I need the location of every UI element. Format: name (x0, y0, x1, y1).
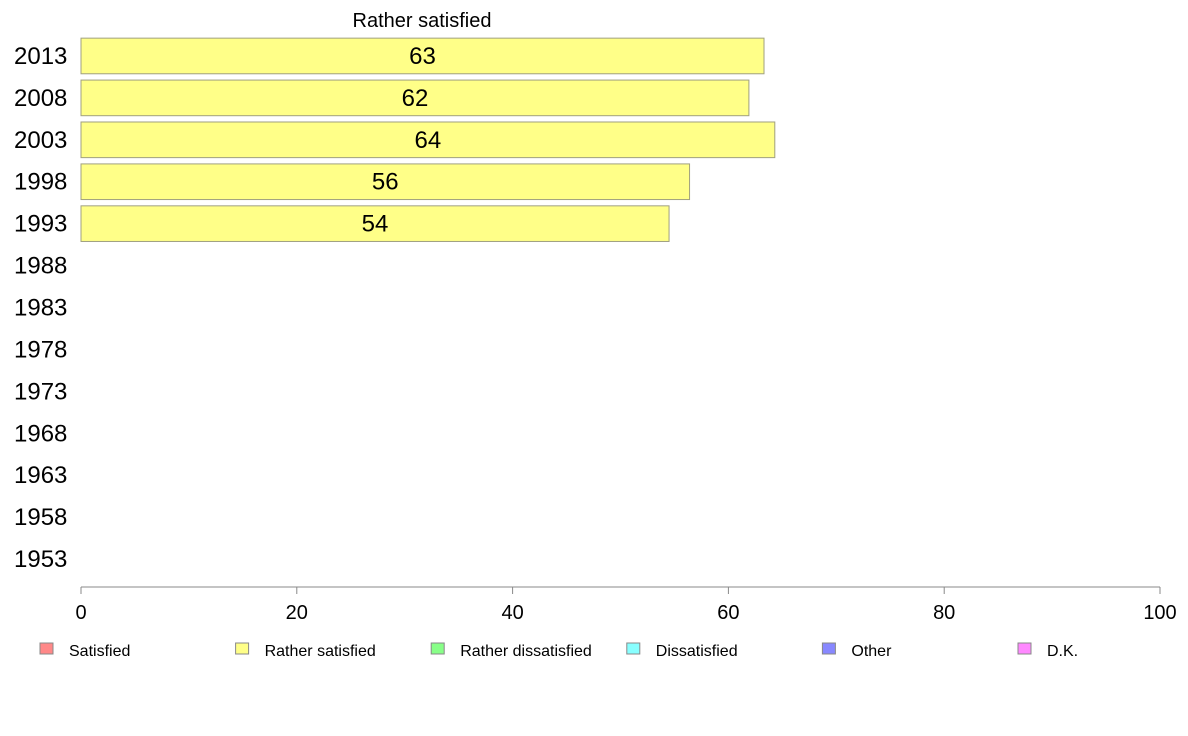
bar-1998 (80, 163, 691, 201)
category-label-1968: 1968 (14, 420, 67, 447)
data-label-2003: 64 (415, 127, 442, 154)
data-label-2008: 62 (402, 85, 429, 112)
x-tick-label-60: 60 (717, 602, 739, 624)
legend-swatch-other (821, 642, 836, 655)
legend-label-other: Other (851, 643, 892, 660)
chart-title: Rather satisfied (353, 10, 492, 32)
bar-1993 (80, 205, 670, 242)
x-tick-label-0: 0 (75, 602, 86, 624)
x-axis: 0 20 40 60 80 100 (75, 586, 1177, 624)
bars-group: 63 62 64 56 54 (80, 37, 776, 242)
legend-label-rather-dissatisfied: Rather dissatisfied (460, 643, 592, 660)
legend-label-satisfied: Satisfied (69, 643, 130, 660)
x-tick-label-100: 100 (1143, 602, 1176, 624)
category-label-2003: 2003 (14, 127, 67, 154)
legend-swatch-rather-dissatisfied (430, 642, 445, 655)
legend-swatch-dissatisfied (626, 642, 641, 655)
legend-swatch-satisfied (39, 642, 54, 655)
legend-label-dissatisfied: Dissatisfied (656, 643, 738, 660)
bar-2003 (80, 121, 776, 159)
category-label-2013: 2013 (14, 43, 67, 70)
category-label-1958: 1958 (14, 504, 67, 531)
data-label-1993: 54 (362, 211, 389, 238)
legend-label-d-k: D.K. (1047, 643, 1078, 660)
bar-2008 (80, 79, 750, 117)
category-label-1998: 1998 (14, 169, 67, 196)
bar-2013 (80, 37, 765, 75)
data-label-1998: 56 (372, 169, 399, 196)
category-label-1988: 1988 (14, 253, 67, 280)
category-label-1993: 1993 (14, 211, 67, 238)
category-labels: 2013 2008 2003 1998 1993 1988 1983 1978 1973 1968… (14, 43, 67, 573)
legend-swatch-d-k (1017, 642, 1032, 655)
x-tick-label-20: 20 (286, 602, 308, 624)
category-label-1978: 1978 (14, 336, 67, 363)
category-label-2008: 2008 (14, 85, 67, 112)
legend: Satisfied Rather satisfied Rather dissatis… (39, 642, 1078, 660)
category-label-1953: 1953 (14, 546, 67, 573)
category-label-1983: 1983 (14, 295, 67, 322)
legend-swatch-rather-satisfied (235, 642, 250, 655)
x-tick-label-80: 80 (933, 602, 955, 624)
legend-label-rather-satisfied: Rather satisfied (265, 643, 376, 660)
x-tick-label-40: 40 (501, 602, 523, 624)
category-label-1973: 1973 (14, 378, 67, 405)
category-label-1963: 1963 (14, 462, 67, 489)
data-label-2013: 63 (409, 43, 436, 70)
